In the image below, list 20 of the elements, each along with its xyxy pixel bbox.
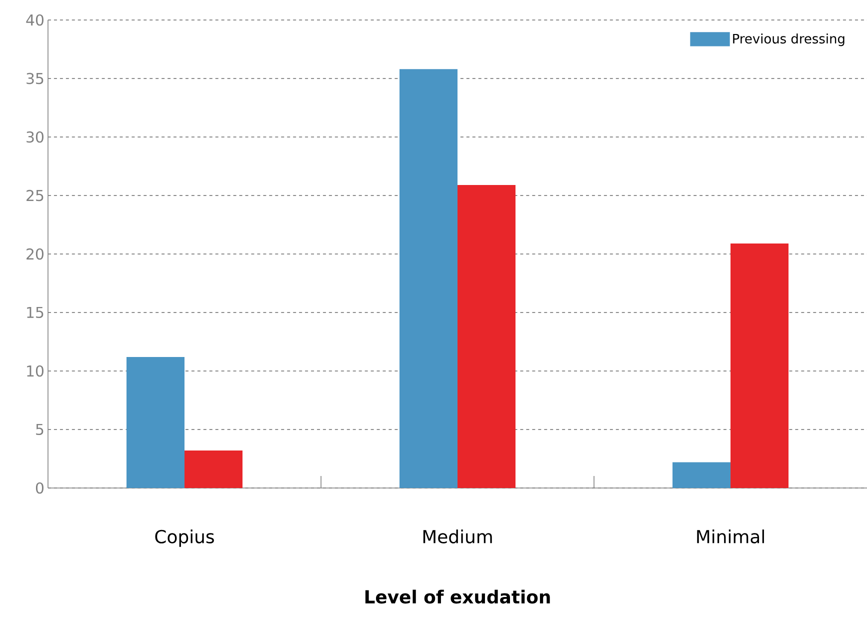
x-axis-title: Level of exudation <box>365 590 550 604</box>
bar <box>184 450 243 488</box>
y-tick-label: 10 <box>27 365 44 377</box>
bar <box>126 356 184 488</box>
x-tick-label: Medium <box>423 530 492 544</box>
y-tick-label: 20 <box>26 248 44 260</box>
y-tick-label: 40 <box>26 14 44 26</box>
y-tick-label: 5 <box>36 424 44 436</box>
y-tick-label: 35 <box>26 72 44 84</box>
y-tick-label: 30 <box>26 131 44 143</box>
bar <box>672 462 731 488</box>
bar <box>730 243 789 488</box>
legend-label: Previous dressing <box>733 34 844 46</box>
y-tick-label: 25 <box>26 190 44 202</box>
x-tick-label: Copius <box>155 530 214 547</box>
y-tick-label: 0 <box>36 482 44 494</box>
y-tick-label: 15 <box>27 306 44 318</box>
x-tick-label: Minimal <box>697 530 764 544</box>
bar <box>400 69 458 488</box>
bar <box>458 184 516 488</box>
